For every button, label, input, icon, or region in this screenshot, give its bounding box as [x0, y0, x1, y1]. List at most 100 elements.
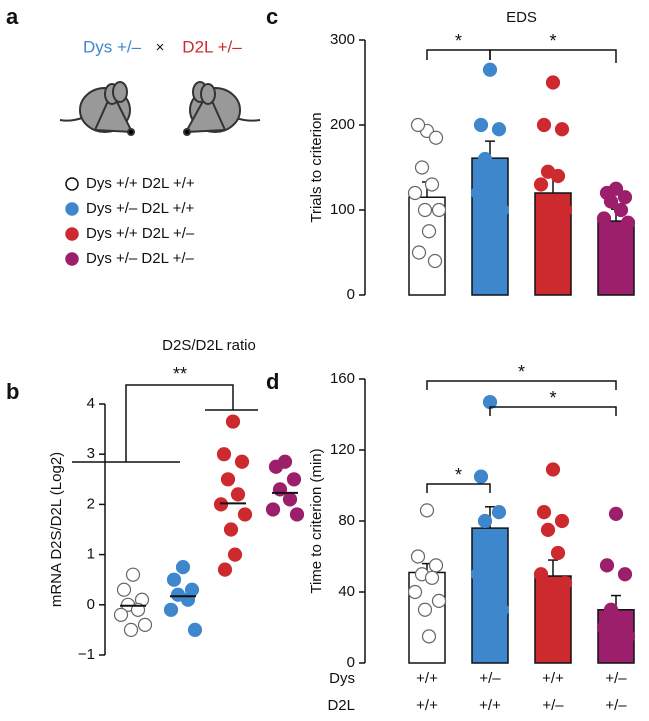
significance-bracket — [426, 483, 491, 493]
panel-label: d — [266, 369, 279, 394]
legend-marker — [65, 227, 79, 241]
data-point — [419, 503, 435, 518]
y-axis-label: Trials to criterion — [308, 112, 325, 222]
data-point — [470, 185, 486, 201]
x-row-label: Dys — [329, 670, 355, 687]
data-point — [603, 602, 619, 617]
data-point — [613, 202, 629, 218]
x-tick-label: +/– — [542, 697, 564, 714]
data-point — [272, 482, 288, 497]
significance-label: * — [518, 362, 525, 382]
legend-marker — [65, 202, 79, 216]
y-tick-label: −1 — [78, 646, 95, 663]
significance-bracket — [489, 49, 617, 63]
significance-bracket — [426, 380, 617, 390]
data-point — [424, 570, 440, 585]
x-tick-label: +/+ — [542, 670, 564, 687]
data-point — [225, 414, 241, 429]
panel-label: b — [6, 379, 19, 404]
y-tick-label: 3 — [87, 445, 95, 462]
data-point — [421, 224, 437, 239]
data-point — [606, 638, 622, 653]
x-tick-label: +/+ — [479, 697, 501, 714]
data-point — [620, 629, 636, 644]
data-point — [487, 177, 503, 192]
data-point — [230, 487, 246, 502]
data-point — [428, 558, 444, 573]
data-point — [268, 459, 284, 474]
y-tick-label: 0 — [347, 286, 355, 303]
data-point — [180, 592, 196, 607]
data-point — [213, 497, 229, 512]
data-point — [494, 602, 510, 617]
significance-bracket — [426, 49, 491, 60]
data-point — [123, 622, 139, 638]
data-point — [599, 558, 615, 573]
significance-bracket — [489, 406, 617, 416]
data-point — [470, 567, 486, 582]
significance-label: ** — [173, 364, 187, 384]
data-point — [533, 177, 549, 192]
y-tick-label: 80 — [338, 512, 355, 529]
cross-left: Dys +/– — [83, 37, 142, 56]
data-point — [536, 505, 552, 520]
data-point — [410, 549, 426, 564]
mouse-left — [59, 81, 135, 136]
chart-title: EDS — [506, 9, 537, 26]
legend-label: Dys +/– D2L +/+ — [86, 200, 194, 217]
data-point — [234, 454, 250, 469]
data-point — [596, 211, 612, 226]
y-axis-label: mRNA D2S/D2L (Log2) — [48, 452, 65, 607]
data-point — [407, 185, 423, 201]
data-point — [480, 620, 496, 635]
y-tick-label: 160 — [330, 370, 355, 387]
data-point — [547, 228, 563, 243]
x-tick-label: +/– — [605, 670, 627, 687]
data-point — [617, 190, 633, 205]
data-point — [620, 215, 636, 230]
y-tick-label: 120 — [330, 441, 355, 458]
y-tick-label: 2 — [87, 495, 95, 512]
data-point — [417, 202, 433, 218]
data-point — [477, 151, 493, 167]
x-tick-label: +/+ — [416, 670, 438, 687]
data-point — [431, 202, 447, 218]
data-point — [533, 567, 549, 582]
data-point — [543, 584, 559, 600]
data-point — [557, 576, 573, 591]
data-point — [163, 602, 179, 617]
data-point — [603, 194, 619, 209]
data-point — [554, 122, 570, 137]
data-point — [175, 560, 191, 575]
data-point — [473, 469, 489, 484]
data-point — [265, 502, 281, 517]
legend-marker — [65, 177, 79, 191]
data-point — [596, 620, 612, 635]
data-point — [617, 567, 633, 582]
data-point — [557, 202, 573, 218]
legend-label: Dys +/+ D2L +/+ — [86, 175, 195, 192]
data-point — [220, 472, 236, 487]
data-point — [411, 245, 427, 260]
y-tick-label: 0 — [347, 654, 355, 671]
data-point — [125, 567, 141, 582]
data-point — [487, 531, 503, 546]
data-point — [537, 236, 553, 252]
bar — [471, 527, 509, 664]
data-point — [473, 117, 489, 133]
mouse-right — [183, 81, 261, 136]
data-point — [491, 505, 507, 520]
data-point — [613, 611, 629, 626]
data-point — [540, 522, 556, 537]
y-tick-label: 4 — [87, 395, 95, 412]
significance-label: * — [455, 465, 462, 485]
data-point — [608, 506, 624, 522]
data-point — [237, 507, 253, 522]
panel-label: a — [6, 4, 19, 29]
cross-symbol: × — [156, 39, 165, 56]
data-point — [428, 130, 444, 145]
x-row-label: D2L — [327, 697, 355, 714]
x-tick-label: +/+ — [416, 697, 438, 714]
data-point — [547, 602, 563, 617]
significance-bracket — [72, 384, 258, 463]
